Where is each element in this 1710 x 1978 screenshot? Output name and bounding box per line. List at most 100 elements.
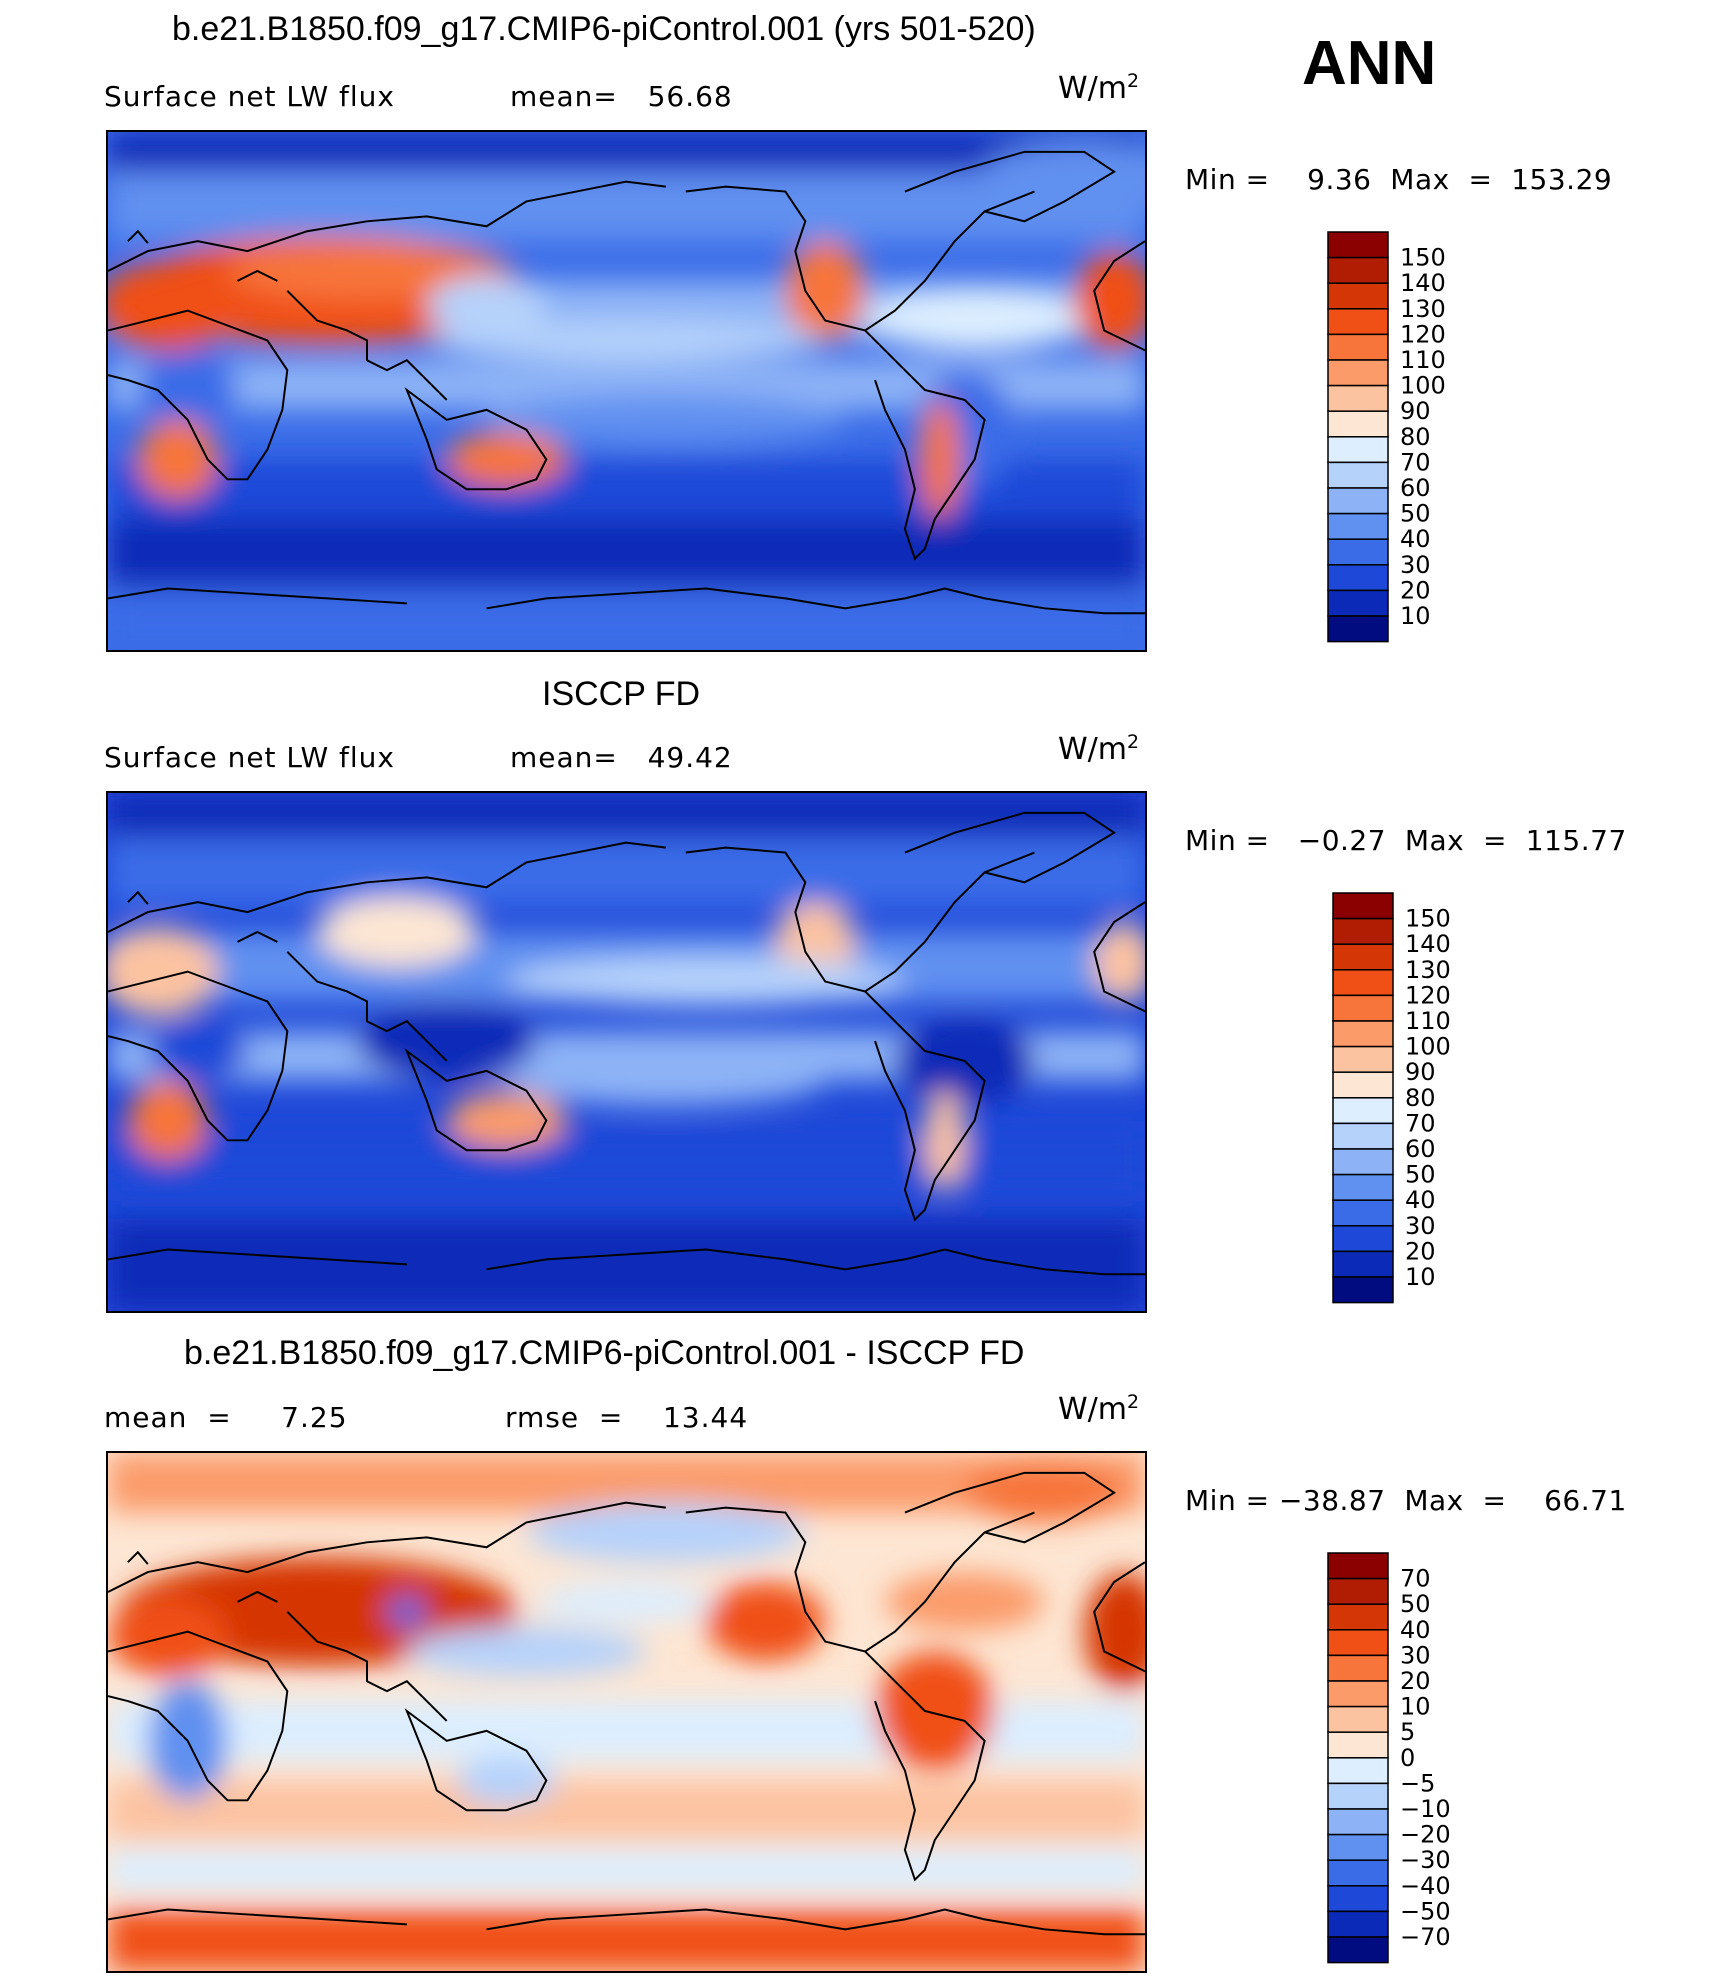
colorbar-tick-label: 60	[1400, 474, 1431, 502]
colorbar-tick-label: 100	[1400, 372, 1446, 400]
panel1-left-label: Surface net LW flux	[104, 80, 395, 113]
colorbar-tick-label: 70	[1405, 1109, 1436, 1137]
panel2-units: W/m2	[1058, 731, 1140, 767]
colorbar-swatch	[1332, 1148, 1394, 1176]
colorbar-swatch	[1332, 1097, 1394, 1125]
panel3-left-label: mean = 7.25	[104, 1401, 348, 1434]
colorbar-swatch	[1327, 1910, 1389, 1938]
colorbar-swatch	[1332, 1020, 1394, 1048]
panel2-right-label: mean= 49.42	[510, 741, 733, 774]
colorbar-swatch	[1332, 917, 1394, 945]
colorbar-swatch	[1332, 1122, 1394, 1150]
colorbar-swatch	[1327, 615, 1389, 643]
colorbar-tick-label: 80	[1405, 1084, 1436, 1112]
colorbar-tick-label: 5	[1400, 1718, 1415, 1746]
panel3-min-max: Min = −38.87 Max = 66.71	[1185, 1484, 1627, 1517]
colorbar-tick-label: 90	[1405, 1058, 1436, 1086]
colorbar-tick-label: 40	[1400, 525, 1431, 553]
panel2-colorbar: 150 140 130 120 110 100 90 80 70 60 50 40 30 20 10	[1331, 891, 1481, 1305]
colorbar-swatch	[1327, 359, 1389, 387]
colorbar-tick-label: 50	[1400, 1590, 1431, 1618]
panel1-map	[106, 130, 1147, 652]
colorbar-swatch	[1332, 1199, 1394, 1227]
colorbar-swatch	[1327, 538, 1389, 566]
colorbar-swatch	[1327, 231, 1389, 259]
colorbar-tick-label: 150	[1405, 905, 1451, 933]
colorbar-tick-label: 10	[1400, 1693, 1431, 1721]
colorbar-tick-label: −30	[1400, 1846, 1451, 1874]
season-label: ANN	[1302, 29, 1437, 98]
colorbar-swatch	[1332, 1071, 1394, 1099]
colorbar-swatch	[1332, 1250, 1394, 1278]
colorbar-swatch	[1332, 892, 1394, 920]
colorbar-swatch	[1327, 1859, 1389, 1887]
colorbar-swatch	[1327, 282, 1389, 310]
colorbar-swatch	[1327, 487, 1389, 515]
colorbar-tick-label: 70	[1400, 448, 1431, 476]
colorbar-tick-label: 30	[1405, 1212, 1436, 1240]
colorbar-swatch	[1327, 1629, 1389, 1657]
colorbar-swatch	[1327, 1603, 1389, 1631]
colorbar-tick-label: 20	[1400, 1667, 1431, 1695]
panel2-title: ISCCP FD	[542, 675, 701, 713]
panel1-right-label: mean= 56.68	[510, 80, 733, 113]
colorbar-swatch	[1327, 1757, 1389, 1785]
panel2-map	[106, 791, 1147, 1313]
colorbar-tick-label: 110	[1400, 346, 1446, 374]
panel3-map	[106, 1451, 1147, 1973]
panel2-left-label: Surface net LW flux	[104, 741, 395, 774]
colorbar-swatch	[1327, 256, 1389, 284]
colorbar-swatch	[1327, 1885, 1389, 1913]
colorbar-swatch	[1327, 564, 1389, 592]
colorbar-swatch	[1332, 943, 1394, 971]
colorbar-tick-label: 120	[1400, 320, 1446, 348]
colorbar-tick-label: −20	[1400, 1821, 1451, 1849]
panel2-min-max: Min = −0.27 Max = 115.77	[1185, 824, 1627, 857]
panel3-colorbar: 70 50 40 30 20 10 5 0 −5 −10 −20 −30 −40 −50 −70	[1326, 1551, 1486, 1965]
panel1-title: b.e21.B1850.f09_g17.CMIP6-piControl.001 …	[172, 10, 1036, 48]
colorbar-tick-label: 140	[1405, 930, 1451, 958]
colorbar-swatch	[1327, 1680, 1389, 1708]
colorbar-swatch	[1332, 1045, 1394, 1073]
colorbar-swatch	[1327, 308, 1389, 336]
colorbar-tick-label: −70	[1400, 1923, 1451, 1951]
colorbar-tick-label: −5	[1400, 1769, 1435, 1797]
colorbar-tick-label: 80	[1400, 423, 1431, 451]
colorbar-swatch	[1327, 589, 1389, 617]
colorbar-tick-label: 150	[1400, 244, 1446, 272]
colorbar-swatch	[1327, 512, 1389, 540]
colorbar-tick-label: 30	[1400, 551, 1431, 579]
colorbar-swatch	[1327, 1936, 1389, 1964]
colorbar-swatch	[1327, 1705, 1389, 1733]
panel1-min-max: Min = 9.36 Max = 153.29	[1185, 163, 1613, 196]
colorbar-tick-label: 40	[1400, 1616, 1431, 1644]
colorbar-swatch	[1327, 1808, 1389, 1836]
colorbar-tick-label: 90	[1400, 397, 1431, 425]
colorbar-swatch	[1327, 1577, 1389, 1605]
colorbar-tick-label: −50	[1400, 1897, 1451, 1925]
colorbar-tick-label: −40	[1400, 1872, 1451, 1900]
colorbar-tick-label: 20	[1405, 1237, 1436, 1265]
colorbar-swatch	[1327, 1782, 1389, 1810]
colorbar-swatch	[1327, 461, 1389, 489]
panel3-title: b.e21.B1850.f09_g17.CMIP6-piControl.001 …	[184, 1334, 1025, 1372]
colorbar-tick-label: 10	[1400, 602, 1431, 630]
colorbar-tick-label: 130	[1405, 956, 1451, 984]
colorbar-swatch	[1327, 384, 1389, 412]
colorbar-swatch	[1327, 1833, 1389, 1861]
colorbar-swatch	[1332, 969, 1394, 997]
panel3-right-label: rmse = 13.44	[505, 1401, 749, 1434]
colorbar-swatch	[1327, 436, 1389, 464]
colorbar-swatch	[1327, 410, 1389, 438]
colorbar-tick-label: 20	[1400, 576, 1431, 604]
colorbar-tick-label: −10	[1400, 1795, 1451, 1823]
panel1-colorbar: 150 140 130 120 110 100 90 80 70 60 50 40 30 20 10	[1326, 230, 1476, 644]
colorbar-swatch	[1327, 1654, 1389, 1682]
colorbar-tick-label: 110	[1405, 1007, 1451, 1035]
colorbar-tick-label: 130	[1400, 295, 1446, 323]
colorbar-swatch	[1327, 1731, 1389, 1759]
colorbar-tick-label: 50	[1405, 1161, 1436, 1189]
colorbar-swatch	[1327, 333, 1389, 361]
colorbar-swatch	[1332, 1173, 1394, 1201]
colorbar-tick-label: 70	[1400, 1565, 1431, 1593]
